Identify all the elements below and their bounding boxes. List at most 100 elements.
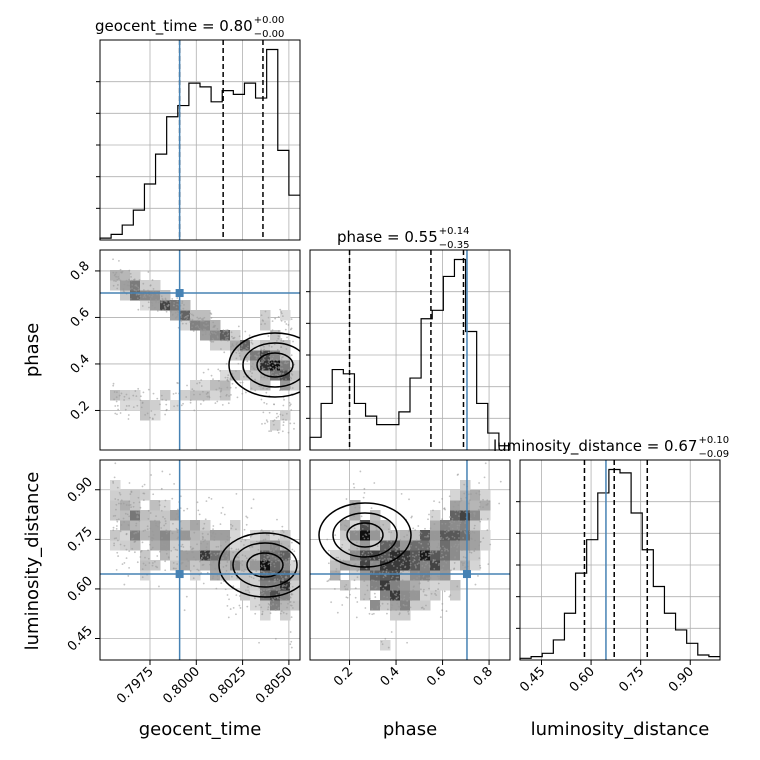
- density-cell: [230, 540, 241, 551]
- sample-point: [248, 334, 251, 337]
- sample-point: [133, 540, 136, 543]
- sample-point: [226, 336, 229, 339]
- sample-point: [212, 575, 215, 578]
- sample-point: [417, 548, 420, 551]
- x-tick-label: 0.8025: [207, 664, 250, 707]
- density-cell: [260, 560, 271, 571]
- sample-point: [196, 324, 199, 327]
- sample-point: [358, 506, 361, 509]
- sample-point: [156, 293, 159, 296]
- sample-point: [395, 576, 398, 579]
- density-cell: [480, 530, 491, 541]
- sample-point: [118, 259, 120, 262]
- sample-point: [147, 517, 150, 520]
- sample-point: [400, 543, 403, 546]
- sample-point: [209, 563, 211, 566]
- sample-point: [422, 590, 425, 593]
- sample-point: [276, 359, 279, 362]
- sample-point: [285, 561, 288, 564]
- sample-point: [456, 509, 459, 512]
- sample-point: [402, 586, 405, 589]
- density-cell: [340, 560, 351, 571]
- hist-bar: [399, 412, 410, 450]
- sample-point: [447, 549, 449, 552]
- sample-point: [290, 571, 293, 573]
- sample-point: [184, 538, 187, 540]
- density-cell: [130, 510, 141, 521]
- sample-point: [437, 542, 440, 545]
- sample-point: [114, 405, 117, 407]
- sample-point: [335, 570, 338, 573]
- sample-point: [258, 604, 261, 606]
- sample-point: [281, 529, 284, 532]
- sample-point: [119, 493, 122, 496]
- sample-point: [416, 577, 418, 579]
- hist-bar: [321, 403, 332, 450]
- density-cell: [250, 340, 261, 351]
- sample-point: [267, 358, 270, 361]
- sample-point: [117, 277, 120, 280]
- sample-point: [120, 499, 123, 502]
- sample-point: [280, 575, 283, 578]
- sample-point: [115, 527, 118, 530]
- sample-point: [362, 551, 365, 553]
- sample-point: [198, 327, 201, 330]
- sample-point: [456, 539, 459, 542]
- sample-point: [421, 546, 424, 549]
- sample-point: [254, 354, 256, 357]
- sample-point: [193, 409, 196, 412]
- density-cell: [220, 540, 231, 551]
- density-cell: [480, 490, 491, 501]
- sample-point: [389, 550, 392, 553]
- sample-point: [262, 577, 265, 580]
- sample-point: [352, 483, 355, 485]
- sample-point: [291, 387, 294, 389]
- sample-point: [418, 558, 421, 561]
- sample-point: [173, 567, 175, 570]
- hist-bar: [698, 655, 709, 660]
- hist-bar: [477, 403, 488, 450]
- x-tick-label: 0.8000: [160, 664, 203, 707]
- sample-point: [267, 588, 270, 591]
- sample-point: [290, 372, 293, 375]
- sample-point: [123, 583, 126, 586]
- sample-point: [290, 616, 293, 619]
- sample-point: [135, 289, 138, 292]
- sample-point: [275, 369, 278, 372]
- sample-point: [449, 521, 451, 524]
- density-cell: [280, 530, 291, 541]
- sample-point: [453, 545, 456, 548]
- sample-point: [456, 546, 459, 549]
- density-cell: [440, 530, 451, 541]
- sample-point: [443, 507, 445, 510]
- sample-point: [469, 532, 472, 535]
- hist-panel-phase: [306, 249, 511, 451]
- sample-point: [175, 392, 177, 395]
- sample-point: [432, 559, 435, 561]
- sample-point: [171, 298, 174, 300]
- sample-point: [439, 556, 442, 559]
- sample-point: [425, 554, 428, 557]
- sample-point: [216, 327, 219, 330]
- density-cell: [410, 530, 421, 541]
- sample-point: [273, 571, 275, 574]
- sample-point: [386, 540, 389, 543]
- sample-point: [192, 577, 195, 580]
- density-cell: [370, 600, 381, 611]
- sample-point: [142, 296, 145, 299]
- sample-point: [260, 323, 263, 326]
- density-cell: [170, 300, 181, 311]
- contour-line: [246, 552, 284, 578]
- sample-point: [413, 578, 415, 581]
- sample-point: [245, 523, 248, 526]
- sample-point: [127, 281, 130, 283]
- density-cell: [120, 390, 131, 401]
- density-cell: [130, 400, 141, 411]
- sample-point: [410, 540, 413, 543]
- sample-point: [244, 555, 247, 557]
- density-cell: [460, 500, 471, 511]
- sample-point: [444, 529, 446, 532]
- sample-point: [226, 604, 229, 607]
- sample-point: [273, 578, 276, 581]
- sample-point: [442, 577, 445, 580]
